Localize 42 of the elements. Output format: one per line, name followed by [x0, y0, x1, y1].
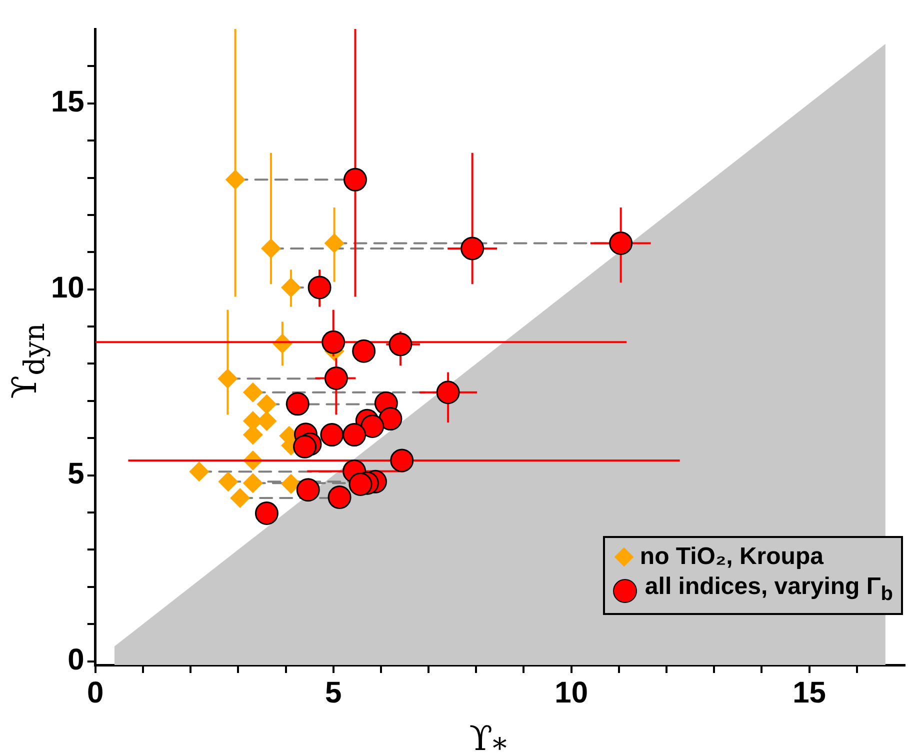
point: [342, 423, 366, 447]
point: [280, 474, 301, 494]
y-tick-label: 0: [68, 644, 84, 677]
point: [348, 472, 372, 496]
point: [218, 472, 238, 492]
point: [308, 276, 332, 300]
point: [296, 478, 320, 502]
point: [388, 332, 412, 356]
point: [378, 407, 402, 431]
point: [293, 434, 317, 458]
point: [230, 488, 250, 508]
y-tick-label: 10: [50, 272, 84, 305]
point: [352, 339, 376, 363]
point: [189, 462, 210, 482]
x-tick-label: 15: [792, 676, 826, 710]
y-tick-label: 5: [68, 458, 84, 491]
point: [280, 277, 301, 298]
point: [254, 502, 278, 526]
point: [360, 414, 384, 438]
point: [460, 236, 484, 260]
legend-label: no TiO₂, Kroupa: [640, 542, 824, 572]
point: [242, 382, 263, 402]
point: [225, 170, 246, 190]
x-tick-label: 5: [325, 676, 342, 710]
point: [261, 238, 281, 258]
point: [322, 330, 346, 354]
point: [390, 448, 414, 472]
point: [328, 486, 352, 510]
x-tick-label: 10: [554, 676, 588, 710]
x-axis-title: ϒ$_{*}$: [468, 719, 508, 755]
point: [324, 233, 344, 254]
point: [242, 473, 263, 494]
point: [256, 394, 277, 414]
point: [609, 231, 633, 255]
point: [218, 368, 238, 389]
y-tick-label: 15: [50, 86, 84, 119]
point: [320, 423, 344, 447]
legend-label: all indices, varying Γ$_{b}$: [644, 572, 893, 607]
point: [343, 168, 367, 192]
point: [286, 392, 310, 416]
point: [324, 366, 348, 390]
point: [436, 380, 460, 404]
